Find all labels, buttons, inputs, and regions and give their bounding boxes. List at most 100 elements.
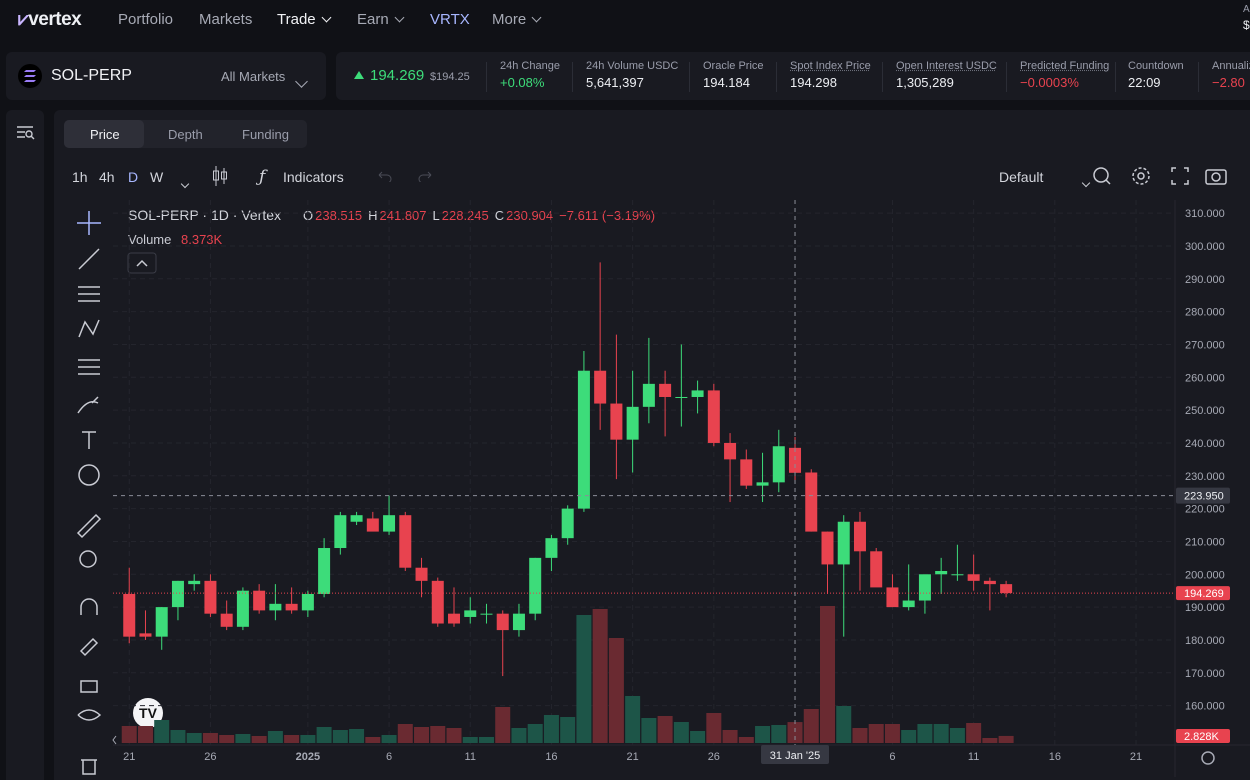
crosshair-price-tag [1176, 487, 1230, 504]
nav-earn[interactable]: Earn [357, 11, 405, 28]
volume-bar [478, 737, 494, 743]
volume-bar [121, 726, 137, 743]
tab[interactable]: Price [90, 127, 120, 142]
nav-portfolio[interactable]: Portfolio [118, 11, 174, 28]
nav-trade[interactable]: Trade [277, 11, 332, 28]
volume-bar [803, 709, 819, 743]
stat: Predicted Funding −0.0003% [1020, 60, 1109, 90]
stat-value: 194.184 [703, 75, 750, 90]
lock-tool[interactable] [80, 680, 98, 693]
pattern-tool[interactable] [78, 319, 100, 338]
legend-key: C [495, 208, 504, 223]
legend-key: L [433, 208, 440, 223]
nav-vrtx[interactable]: VRTX [430, 11, 470, 28]
interval[interactable]: W [150, 169, 164, 185]
zoom-tool[interactable] [79, 550, 97, 568]
y-tick-label: 310.000 [1185, 208, 1225, 220]
tab[interactable]: Funding [242, 127, 289, 142]
volume-bar [787, 722, 803, 743]
legend-change: −7.611 (−3.19%) [559, 208, 655, 223]
candle-body [642, 383, 655, 407]
candle-body [188, 580, 201, 585]
nav-more[interactable]: More [492, 11, 542, 28]
nav-markets[interactable]: Markets [199, 11, 253, 28]
interval[interactable]: 1h [72, 169, 88, 185]
stat: 24h Change +0.08% [500, 60, 560, 90]
text-tool[interactable] [82, 431, 96, 449]
volume-bar [738, 737, 754, 743]
candle-body [480, 613, 493, 615]
indicators[interactable]: Indicators [283, 169, 344, 185]
candle-body [951, 574, 964, 576]
y-tick-label: 290.000 [1185, 274, 1225, 286]
scroll-left [112, 735, 117, 745]
market-selector[interactable]: SOL-PERP All Markets [6, 52, 326, 100]
volume-bar [137, 726, 153, 743]
candle-body [821, 531, 834, 565]
candle-body [870, 551, 883, 588]
candle-body [967, 574, 980, 581]
candle-body [512, 613, 525, 631]
lock-draw-tool[interactable] [79, 637, 99, 657]
volume-bar [901, 730, 917, 743]
volume-bar [933, 724, 949, 743]
interval[interactable]: D [128, 169, 139, 185]
volume-bar [608, 638, 624, 743]
volume-bar [884, 724, 900, 743]
chart-type[interactable] [212, 166, 228, 186]
layout[interactable]: Default [999, 169, 1044, 185]
collapse-legend[interactable] [127, 252, 157, 274]
candle-body [756, 482, 769, 486]
stat-label: Annualiz [1212, 60, 1250, 72]
undo-redo[interactable] [376, 170, 436, 182]
candle-body [496, 613, 509, 631]
candle-body [577, 370, 590, 509]
candle-body [334, 515, 347, 549]
market-symbol: SOL-PERP [51, 67, 132, 84]
volume-bar [349, 729, 365, 743]
volume-bar [673, 722, 689, 743]
emoji-tool[interactable] [78, 464, 100, 486]
magnet-tool[interactable] [80, 598, 98, 615]
logo[interactable]: ⩗vertex [18, 9, 82, 30]
chart-actions[interactable] [1092, 165, 1232, 187]
stat-label: Open Interest USDC [896, 60, 997, 72]
x-tick-label: 16 [545, 751, 557, 763]
tab[interactable]: Depth [168, 127, 203, 142]
x-tick-label: 16 [1049, 751, 1061, 763]
volume-bar [576, 615, 592, 743]
legend-value: 230.904 [506, 208, 553, 223]
y-tick-label: 240.000 [1185, 438, 1225, 450]
fx-icon: ƒ [259, 167, 266, 187]
volume-bar [625, 696, 641, 743]
x-tick-label: 6 [889, 751, 895, 763]
volume-bar [722, 730, 738, 743]
candle-body [301, 593, 314, 611]
trend-line-tool[interactable] [78, 248, 100, 270]
account-label: A [1243, 4, 1250, 15]
legend-volume-label: Volume [128, 232, 171, 247]
visibility-tool[interactable] [77, 709, 102, 721]
y-tick-label: 210.000 [1185, 536, 1225, 548]
nav-more-text: More [492, 11, 527, 28]
stat-value: 1,305,289 [896, 75, 954, 90]
candle-body [691, 390, 704, 397]
candle-body [626, 406, 639, 440]
interval[interactable]: 4h [99, 169, 115, 185]
stat-value: 22:09 [1128, 75, 1161, 90]
projection-tool[interactable] [78, 359, 100, 375]
fib-tool[interactable] [78, 286, 100, 302]
y-tick-label: 190.000 [1185, 602, 1225, 614]
x-tick-label: 26 [708, 751, 720, 763]
nav-earn-text: Earn [357, 11, 389, 28]
candle-body [675, 396, 688, 398]
stat-label: Spot Index Price [790, 60, 871, 72]
crosshair-tool[interactable] [77, 211, 101, 235]
delete-tool[interactable] [81, 759, 97, 775]
candle-body [220, 613, 233, 627]
volume-bar [284, 735, 300, 743]
ruler-tool[interactable] [76, 513, 102, 539]
volume-bar [836, 706, 852, 743]
brush-tool[interactable] [77, 396, 99, 414]
orderbook-toggle[interactable] [17, 126, 35, 140]
